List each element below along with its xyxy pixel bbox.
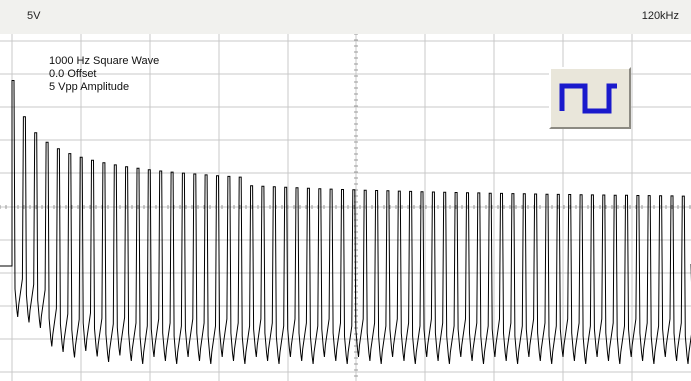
- top-scale-bar: 5V 120kHz: [0, 0, 691, 34]
- waveform-amplitude-text: 5 Vpp Amplitude: [49, 81, 130, 93]
- waveform-offset-text: 0.0 Offset: [49, 68, 97, 80]
- frequency-scale-label: 120kHz: [641, 10, 679, 22]
- spectrum-trace: [0, 80, 691, 365]
- square-wave-icon: [559, 83, 617, 114]
- amplitude-scale-label: 5V: [27, 10, 41, 22]
- square-wave-button[interactable]: [549, 67, 631, 129]
- waveform-frequency-text: 1000 Hz Square Wave: [49, 55, 160, 67]
